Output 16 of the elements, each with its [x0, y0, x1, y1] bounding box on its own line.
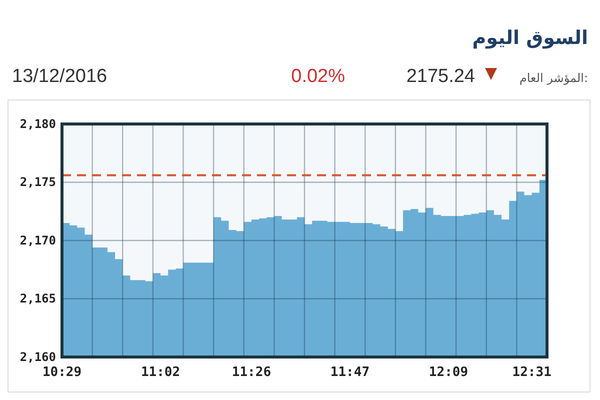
y-tick-label: 2,170: [20, 233, 56, 248]
x-tick-label: 11:02: [140, 365, 180, 380]
x-tick-label: 12:09: [428, 365, 468, 380]
text: المؤشر العام:: [519, 71, 588, 85]
x-tick-label: 10:29: [42, 365, 82, 380]
y-tick-label: 2,175: [20, 175, 56, 190]
y-tick-label: 2,165: [20, 292, 56, 306]
x-tick-label: 11:26: [232, 365, 272, 380]
text: 0.02%: [291, 66, 346, 87]
x-tick-label: 12:31: [512, 365, 552, 380]
y-tick-label: 2,160: [20, 350, 56, 364]
y-tick-label: 2,180: [20, 116, 56, 131]
chart-title: السوق اليوم: [472, 27, 588, 49]
chart-subtitle: 13/12/2016: [12, 66, 108, 87]
x-tick-label: 11:47: [330, 365, 370, 380]
text: 2175.24: [406, 66, 476, 87]
